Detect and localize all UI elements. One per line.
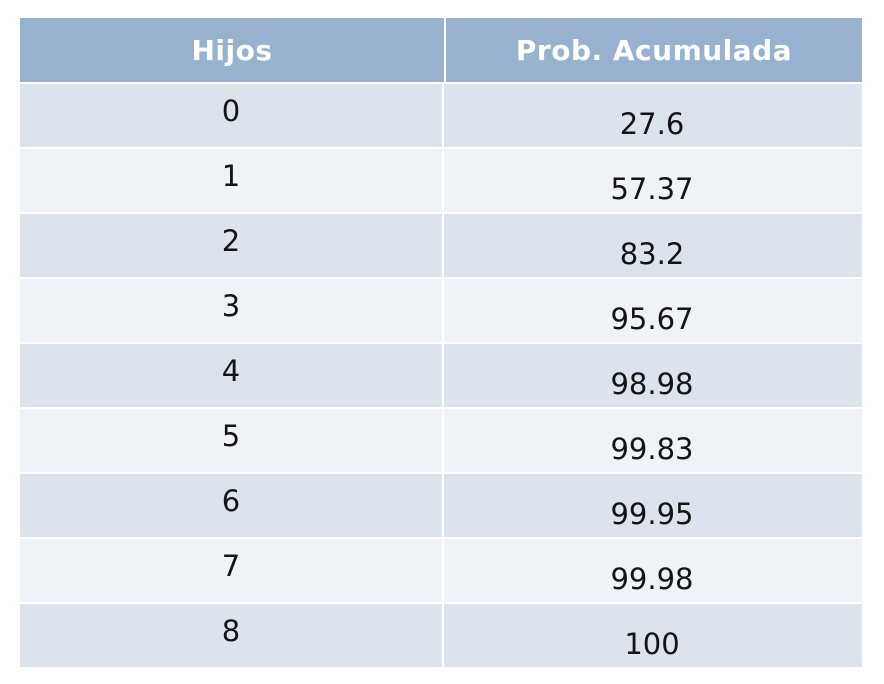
hijos-cell: 7 xyxy=(20,539,444,602)
table-row: 7 99.98 xyxy=(20,539,862,604)
prob-cell: 99.83 xyxy=(610,432,694,466)
hijos-cell: 0 xyxy=(20,84,444,147)
prob-cell: 57.37 xyxy=(610,172,694,206)
header-hijos: Hijos xyxy=(20,18,446,82)
table-row: 1 57.37 xyxy=(20,149,862,214)
prob-cell: 95.67 xyxy=(610,302,694,336)
hijos-cell: 3 xyxy=(20,279,444,342)
prob-cell: 27.6 xyxy=(619,107,685,141)
table-row: 5 99.83 xyxy=(20,409,862,474)
hijos-cell: 4 xyxy=(20,344,444,407)
hijos-cell: 6 xyxy=(20,474,444,537)
table-row: 6 99.95 xyxy=(20,474,862,539)
prob-cell: 83.2 xyxy=(619,237,685,271)
hijos-cell: 2 xyxy=(20,214,444,277)
table-row: 3 95.67 xyxy=(20,279,862,344)
prob-cell: 98.98 xyxy=(610,367,694,401)
header-prob-acumulada: Prob. Acumulada xyxy=(515,33,793,67)
prob-cell: 99.95 xyxy=(610,497,694,531)
hijos-cell: 1 xyxy=(20,149,444,212)
prob-cell: 100 xyxy=(624,627,680,661)
table-row: 4 98.98 xyxy=(20,344,862,409)
prob-cell: 99.98 xyxy=(610,562,694,596)
cumulative-probability-table: Hijos Prob. Acumulada 0 27.6 1 57.37 2 8… xyxy=(20,18,862,669)
hijos-cell: 5 xyxy=(20,409,444,472)
table-header-row: Hijos Prob. Acumulada xyxy=(20,18,862,84)
table-row: 8 100 xyxy=(20,604,862,669)
table-row: 0 27.6 xyxy=(20,84,862,149)
table-row: 2 83.2 xyxy=(20,214,862,279)
hijos-cell: 8 xyxy=(20,604,444,667)
